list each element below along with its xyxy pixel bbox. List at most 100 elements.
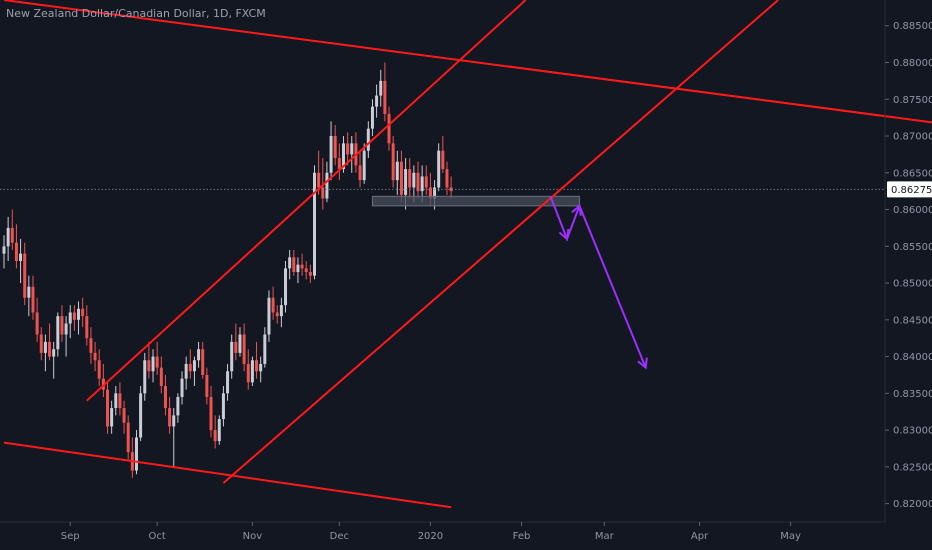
candle — [163, 374, 167, 416]
price-tick-label: 0.82500 — [893, 462, 932, 473]
candle-body — [163, 385, 167, 409]
candle — [321, 158, 325, 210]
candle-body — [259, 363, 263, 372]
candle-body — [188, 363, 192, 372]
candle-body — [6, 227, 10, 247]
forecast-arrowhead — [637, 357, 648, 370]
candle-body — [201, 349, 205, 375]
candle — [209, 385, 213, 438]
support-zone — [371, 195, 580, 207]
candle-body — [176, 397, 180, 416]
candle-body — [246, 363, 250, 383]
current-price-label: 0.86275 — [891, 185, 932, 196]
candle — [27, 275, 31, 317]
candle-body — [271, 297, 275, 313]
candle — [226, 363, 230, 401]
candle-body — [350, 143, 354, 155]
candle-body — [147, 360, 151, 372]
candle-body — [209, 397, 213, 431]
candle — [23, 242, 27, 306]
candle — [259, 356, 263, 383]
candle-body — [151, 356, 155, 372]
candle-body — [52, 349, 56, 357]
candle — [230, 334, 234, 379]
candle — [77, 301, 81, 335]
candle — [2, 235, 6, 269]
candle-body — [387, 113, 391, 144]
price-tick-label: 0.88000 — [893, 58, 932, 69]
candle — [184, 356, 188, 390]
candle — [271, 286, 275, 320]
candle-body — [250, 360, 254, 383]
candle — [238, 327, 242, 357]
candle — [292, 249, 296, 276]
candle — [387, 106, 391, 151]
price-tick-label: 0.84000 — [893, 352, 932, 363]
candle — [275, 305, 279, 324]
candle — [68, 305, 72, 339]
candle-body — [31, 286, 35, 313]
candle-body — [77, 308, 81, 320]
candle — [300, 253, 304, 276]
candle-body — [362, 150, 366, 181]
upper-channel-line — [3, 0, 932, 124]
candle — [93, 341, 97, 372]
candle-body — [172, 415, 176, 427]
candle — [242, 323, 246, 372]
candle — [60, 305, 64, 342]
time-tick-label: 2020 — [418, 531, 443, 542]
price-tick-label: 0.83000 — [893, 426, 932, 437]
candle — [126, 415, 130, 460]
candle — [192, 356, 196, 386]
candle — [370, 99, 374, 137]
candle-body — [449, 187, 453, 192]
candle-body — [412, 172, 416, 188]
candle — [176, 393, 180, 423]
candle — [97, 349, 101, 386]
candle-body — [213, 430, 217, 442]
candle-body — [226, 371, 230, 394]
candle — [284, 261, 288, 313]
candle — [89, 327, 93, 364]
candle-body — [267, 297, 271, 335]
candle — [424, 165, 428, 195]
candle-body — [221, 393, 225, 420]
candle-body — [300, 264, 304, 269]
forecast-arrowhead — [558, 228, 570, 241]
candle — [358, 150, 362, 188]
candle-body — [416, 172, 420, 192]
candle-body — [296, 264, 300, 273]
time-tick-label: Sep — [61, 531, 80, 542]
candle-body — [217, 419, 221, 442]
time-tick-label: Mar — [595, 531, 615, 542]
candle-body — [101, 378, 105, 390]
candle — [304, 261, 308, 280]
candle — [172, 408, 176, 467]
candle — [399, 150, 403, 203]
candle-body — [68, 312, 72, 324]
candle-body — [60, 316, 64, 335]
candle — [317, 150, 321, 195]
candle-body — [370, 106, 374, 129]
candle — [35, 297, 39, 342]
candle — [246, 349, 250, 390]
candle-body — [122, 408, 126, 423]
candle-body — [143, 360, 147, 394]
forecast-arrowhead — [571, 203, 582, 216]
candle-body — [168, 408, 172, 427]
candle — [143, 352, 147, 401]
candle — [416, 161, 420, 199]
price-tick-label: 0.85500 — [893, 242, 932, 253]
time-tick-label: Apr — [691, 531, 709, 542]
price-tick-label: 0.86500 — [893, 168, 932, 179]
candle — [255, 341, 259, 379]
time-tick-label: May — [780, 531, 801, 542]
candle — [288, 249, 292, 280]
candle-body — [366, 128, 370, 151]
time-tick-label: Dec — [330, 531, 349, 542]
candle-body — [155, 356, 159, 368]
candle — [279, 297, 283, 328]
candle-body — [379, 80, 383, 96]
candle — [333, 124, 337, 166]
